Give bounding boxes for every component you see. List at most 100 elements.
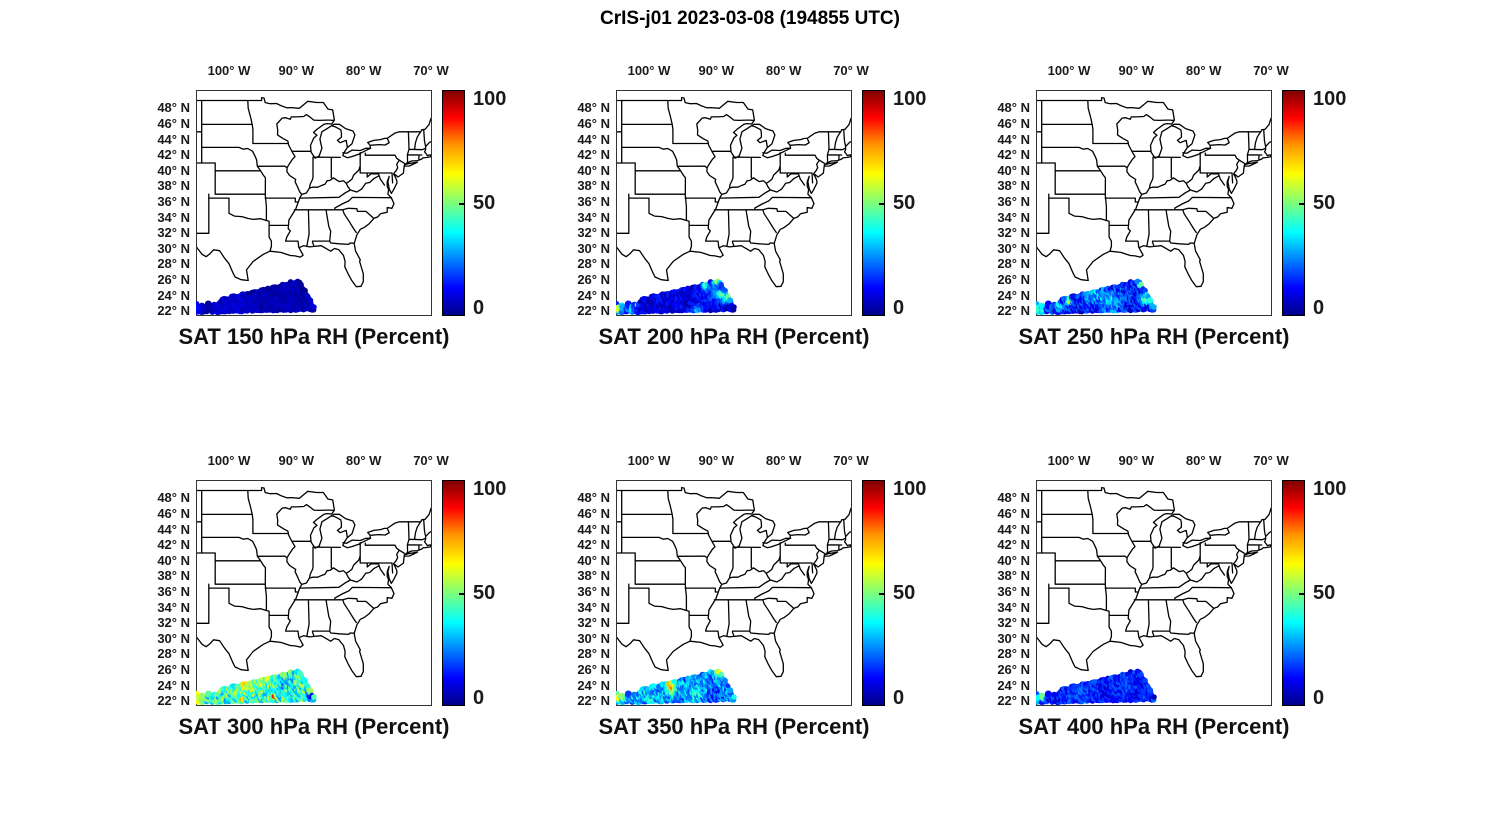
- lat-tick-label: 30° N: [157, 630, 190, 646]
- lat-tick-label: 38° N: [157, 178, 190, 194]
- colorbar-tick-label: 0: [473, 297, 485, 319]
- lat-tick-label: 22° N: [577, 693, 610, 709]
- colorbar-mid-tick: [1299, 203, 1304, 205]
- lat-tick-label: 30° N: [997, 240, 1030, 256]
- lat-tick-label: 46° N: [577, 115, 610, 131]
- panel-title-300hpa: SAT 300 hPa RH (Percent): [178, 714, 450, 739]
- lat-tick-label: 38° N: [997, 178, 1030, 194]
- lat-tick-label: 28° N: [157, 646, 190, 662]
- lat-tick-label: 34° N: [577, 599, 610, 615]
- lat-tick-label: 42° N: [577, 537, 610, 553]
- lat-tick-label: 34° N: [157, 209, 190, 225]
- lat-tick-label: 44° N: [997, 521, 1030, 537]
- lat-tick-label: 44° N: [157, 131, 190, 147]
- lat-tick-label: 36° N: [157, 584, 190, 600]
- map-frame: [1036, 480, 1272, 706]
- colorbar-tick-label: 0: [893, 297, 905, 319]
- colorbar-300hpa: [442, 480, 465, 706]
- lat-tick-label: 40° N: [997, 552, 1030, 568]
- lon-tick-label: 90° W: [698, 453, 735, 468]
- colorbar-tick-label: 100: [893, 478, 927, 500]
- lat-tick-label: 26° N: [577, 272, 610, 288]
- lon-tick-label: 80° W: [1185, 453, 1222, 468]
- rh-swath: [612, 668, 737, 706]
- lat-tick-label: 24° N: [577, 677, 610, 693]
- lat-tick-label: 22° N: [577, 303, 610, 319]
- lat-tick-label: 34° N: [577, 209, 610, 225]
- lat-tick-label: 40° N: [577, 162, 610, 178]
- lat-tick-label: 40° N: [577, 552, 610, 568]
- lat-tick-label: 46° N: [157, 115, 190, 131]
- lat-tick-label: 48° N: [157, 100, 190, 116]
- colorbar-tick-label: 50: [1313, 192, 1336, 214]
- lat-tick-label: 38° N: [577, 178, 610, 194]
- lat-tick-label: 40° N: [157, 162, 190, 178]
- colorbar-tick-label: 50: [893, 582, 916, 604]
- map-frame: [196, 90, 432, 316]
- colorbar-tick-label: 100: [473, 88, 507, 110]
- lon-tick-label: 100° W: [627, 453, 671, 468]
- colorbar-mid-tick: [1299, 593, 1304, 595]
- lon-tick-label: 90° W: [1118, 453, 1155, 468]
- colorbar-tick-label: 0: [1313, 297, 1325, 319]
- colorbar-tick-label: 0: [893, 687, 905, 709]
- lat-tick-label: 48° N: [577, 100, 610, 116]
- lon-tick-label: 70° W: [1253, 453, 1289, 468]
- lon-tick-label: 70° W: [1253, 63, 1289, 78]
- lat-tick-label: 42° N: [577, 147, 610, 163]
- lat-tick-label: 40° N: [997, 162, 1030, 178]
- colorbar-mid-tick: [879, 593, 884, 595]
- colorbar-250hpa: [1282, 90, 1305, 316]
- colorbar-tick-label: 0: [1313, 687, 1325, 709]
- lon-tick-label: 80° W: [345, 453, 382, 468]
- rh-swath: [192, 278, 317, 316]
- colorbar-tick-label: 100: [473, 478, 507, 500]
- lon-tick-label: 90° W: [278, 453, 315, 468]
- lat-tick-label: 48° N: [997, 100, 1030, 116]
- lat-tick-label: 24° N: [157, 677, 190, 693]
- colorbar-tick-label: 50: [473, 582, 496, 604]
- lat-tick-label: 34° N: [997, 599, 1030, 615]
- lat-tick-label: 40° N: [157, 552, 190, 568]
- lat-tick-label: 48° N: [157, 490, 190, 506]
- map-frame: [1036, 90, 1272, 316]
- lat-tick-label: 44° N: [997, 131, 1030, 147]
- lon-tick-label: 90° W: [278, 63, 315, 78]
- lat-tick-label: 22° N: [997, 303, 1030, 319]
- lat-tick-label: 44° N: [157, 521, 190, 537]
- lat-tick-label: 42° N: [997, 147, 1030, 163]
- lat-tick-label: 26° N: [577, 662, 610, 678]
- lat-tick-label: 42° N: [997, 537, 1030, 553]
- lat-tick-label: 30° N: [997, 630, 1030, 646]
- lat-tick-label: 30° N: [577, 240, 610, 256]
- lat-tick-label: 44° N: [577, 131, 610, 147]
- rh-swath: [192, 668, 317, 706]
- lon-tick-label: 100° W: [1047, 63, 1091, 78]
- colorbar-tick-label: 100: [1313, 88, 1347, 110]
- lat-tick-label: 32° N: [157, 615, 190, 631]
- figure-title: CrIS-j01 2023-03-08 (194855 UTC): [600, 8, 900, 29]
- lat-tick-label: 32° N: [997, 225, 1030, 241]
- lat-tick-label: 26° N: [997, 272, 1030, 288]
- lat-tick-label: 36° N: [157, 194, 190, 210]
- lat-tick-label: 28° N: [997, 256, 1030, 272]
- lat-tick-label: 38° N: [577, 568, 610, 584]
- lat-tick-label: 24° N: [577, 287, 610, 303]
- lat-tick-label: 24° N: [997, 287, 1030, 303]
- lat-tick-label: 36° N: [577, 584, 610, 600]
- colorbar-mid-tick: [879, 203, 884, 205]
- lat-tick-label: 34° N: [997, 209, 1030, 225]
- lon-tick-label: 100° W: [207, 453, 251, 468]
- map-200hpa: [612, 90, 872, 316]
- lat-tick-label: 48° N: [997, 490, 1030, 506]
- lat-tick-label: 48° N: [577, 490, 610, 506]
- colorbar-tick-label: 50: [1313, 582, 1336, 604]
- lat-tick-label: 38° N: [997, 568, 1030, 584]
- colorbar-350hpa: [862, 480, 885, 706]
- lat-tick-label: 24° N: [157, 287, 190, 303]
- lat-tick-label: 32° N: [157, 225, 190, 241]
- lat-tick-label: 36° N: [997, 194, 1030, 210]
- us-state-boundaries: [614, 96, 872, 288]
- us-state-boundaries: [1034, 486, 1292, 678]
